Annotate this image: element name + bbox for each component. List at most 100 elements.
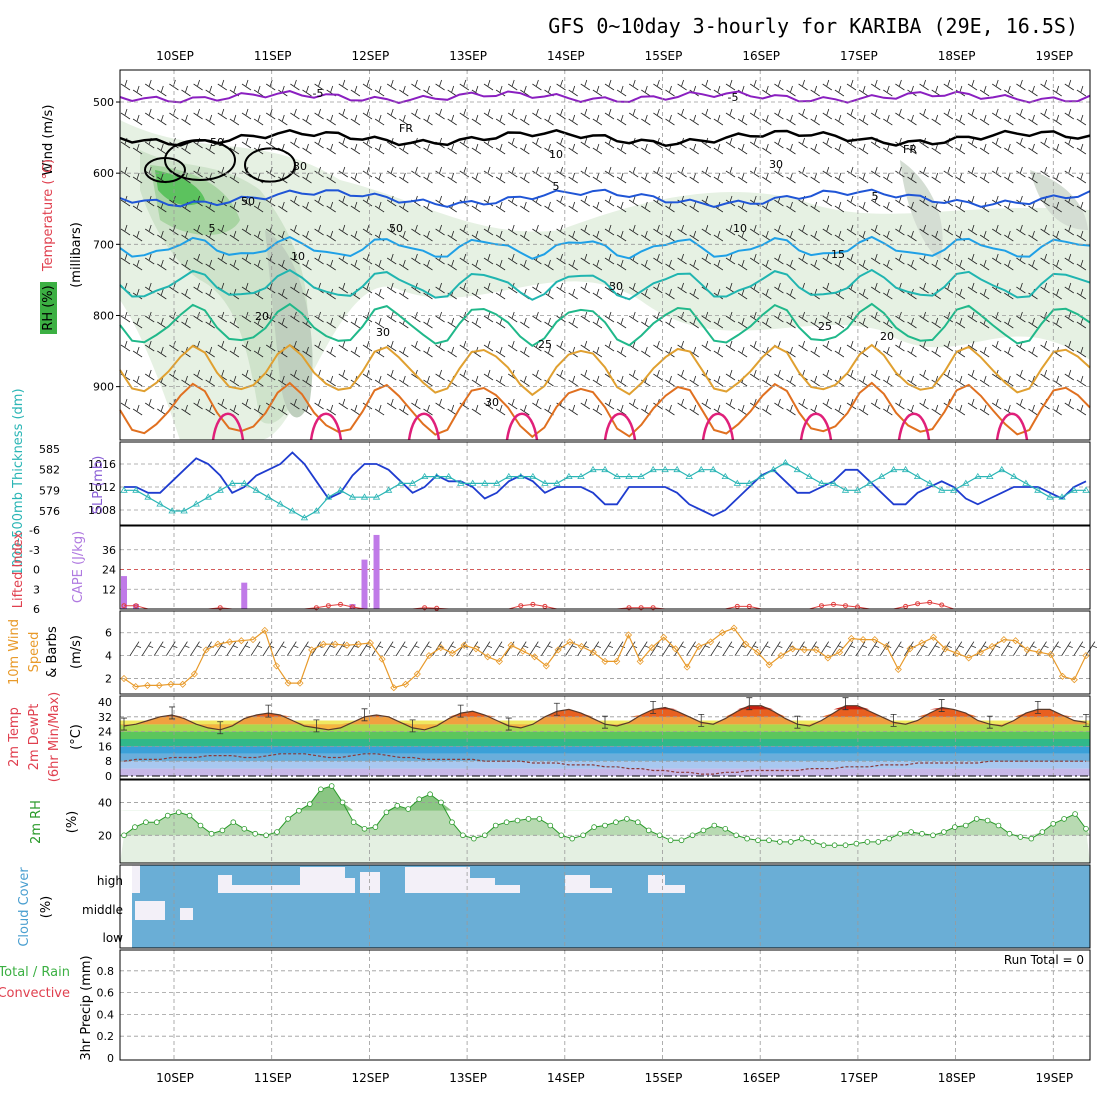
wind-barb — [762, 259, 772, 271]
contour-labels: -5 -5 FR FR 5 5 5 10 10 15 20 25 25 20 10 30 30 50 50 50 30 3… — [209, 87, 918, 409]
slp-tick: 1012 — [88, 481, 116, 494]
wind-barb — [834, 201, 845, 213]
wind-marker — [718, 629, 726, 637]
wind-marker — [836, 648, 844, 656]
wind-barb — [132, 317, 143, 329]
contour-label: 5 — [872, 190, 879, 203]
isotherm-minus5 — [119, 90, 1091, 104]
y-axis-labels: Wind (m/s) Temperature (°C) RH (%) (mill… — [0, 105, 106, 1061]
wind-marker — [589, 648, 597, 656]
wind-barb — [229, 230, 240, 242]
wind-barb — [895, 166, 905, 178]
wind-ticks: 6 4 2 — [105, 627, 112, 686]
precip-grid — [120, 950, 1090, 1060]
wind-marker — [1070, 676, 1078, 684]
minmax-whisker — [169, 706, 176, 720]
wind-barb — [556, 282, 566, 294]
wind-barb — [786, 114, 796, 126]
contour-label: 50 — [241, 195, 255, 208]
thickness-marker — [312, 507, 321, 514]
thickness-marker — [408, 479, 417, 486]
wind-barb — [314, 166, 324, 178]
wind-barb — [495, 85, 506, 97]
wind-barb — [326, 375, 336, 387]
wind-barb — [1004, 317, 1014, 329]
wind-barb — [362, 282, 373, 294]
thickness-marker — [565, 472, 573, 479]
minmax-whisker — [986, 715, 993, 729]
wind-marker — [929, 633, 938, 641]
wind-barb — [507, 108, 518, 120]
run-total: Run Total = 0 — [1004, 953, 1084, 967]
contour-label: 5 — [553, 180, 560, 193]
wind-marker — [683, 663, 691, 671]
wind-barb — [907, 230, 917, 242]
wind-marker — [789, 645, 797, 653]
wind-barb — [350, 85, 361, 97]
wind-barb — [943, 369, 954, 381]
wind-barb — [653, 311, 663, 323]
wind-barb — [1016, 398, 1026, 410]
wind-marker — [800, 646, 808, 654]
surface-barb — [686, 641, 698, 656]
wind-barb — [447, 143, 457, 155]
wind-barb — [943, 79, 954, 91]
wind-barb — [435, 311, 445, 323]
wind-barb — [786, 172, 796, 184]
minmax-whisker — [938, 699, 945, 712]
wind-barb — [302, 288, 312, 300]
wind-barb — [399, 404, 409, 416]
wind-barb — [435, 79, 445, 91]
thickness-marker — [1082, 486, 1090, 493]
thickness-marker — [974, 472, 982, 479]
wind-barb — [265, 137, 276, 149]
wind-barb — [737, 317, 748, 329]
surface-barb — [1061, 641, 1073, 656]
wind-barb — [350, 114, 361, 126]
wind-marker — [695, 642, 703, 651]
thickness-marker — [877, 472, 886, 479]
thickness-marker — [577, 472, 585, 479]
wind-marker — [1058, 672, 1067, 680]
cloud-gap — [405, 867, 470, 893]
wind-barb — [1040, 166, 1050, 178]
thickness-marker — [456, 479, 465, 486]
wind-barb — [471, 172, 482, 184]
wind-barb — [544, 172, 554, 184]
freezing-blob — [164, 139, 236, 181]
wind-barb — [1064, 369, 1075, 381]
wind-barb — [919, 166, 929, 178]
thickness-marker — [541, 479, 549, 486]
thickness-marker — [697, 465, 705, 473]
profile-ylabel-wind: Wind (m/s) — [41, 105, 56, 176]
wind-barb — [641, 259, 651, 271]
bottom-date-label: 18SEP — [938, 1071, 976, 1085]
thickness-marker — [252, 486, 261, 493]
wind-marker — [824, 654, 832, 662]
wind-barb — [725, 369, 736, 381]
top-date-label: 11SEP — [254, 49, 292, 63]
wind-barb — [665, 172, 675, 184]
wind-barb — [798, 79, 808, 91]
thickness-marker — [276, 500, 285, 507]
slp-ylabel-slp: SLP (mb) — [91, 456, 106, 515]
wind-barb — [943, 224, 954, 236]
wind-barb — [532, 224, 542, 236]
bottom-date-label: 12SEP — [352, 1071, 390, 1085]
wind-barb — [870, 253, 881, 265]
rh-marker — [853, 840, 860, 847]
surface-barb — [178, 641, 190, 656]
wind-barb — [471, 230, 482, 242]
wind-barb — [495, 288, 506, 300]
isotherm-30 — [119, 381, 1091, 439]
wind-barb — [870, 311, 881, 323]
wind-barb — [471, 288, 482, 300]
wind-barb — [544, 143, 554, 155]
thickness-marker — [553, 479, 561, 486]
wind-barb — [774, 282, 784, 294]
wind-barb — [495, 259, 506, 271]
wind-barb — [205, 346, 215, 358]
wind-barb — [229, 404, 240, 416]
temperature-color-bands — [120, 705, 1090, 776]
wind-barb — [628, 195, 639, 207]
